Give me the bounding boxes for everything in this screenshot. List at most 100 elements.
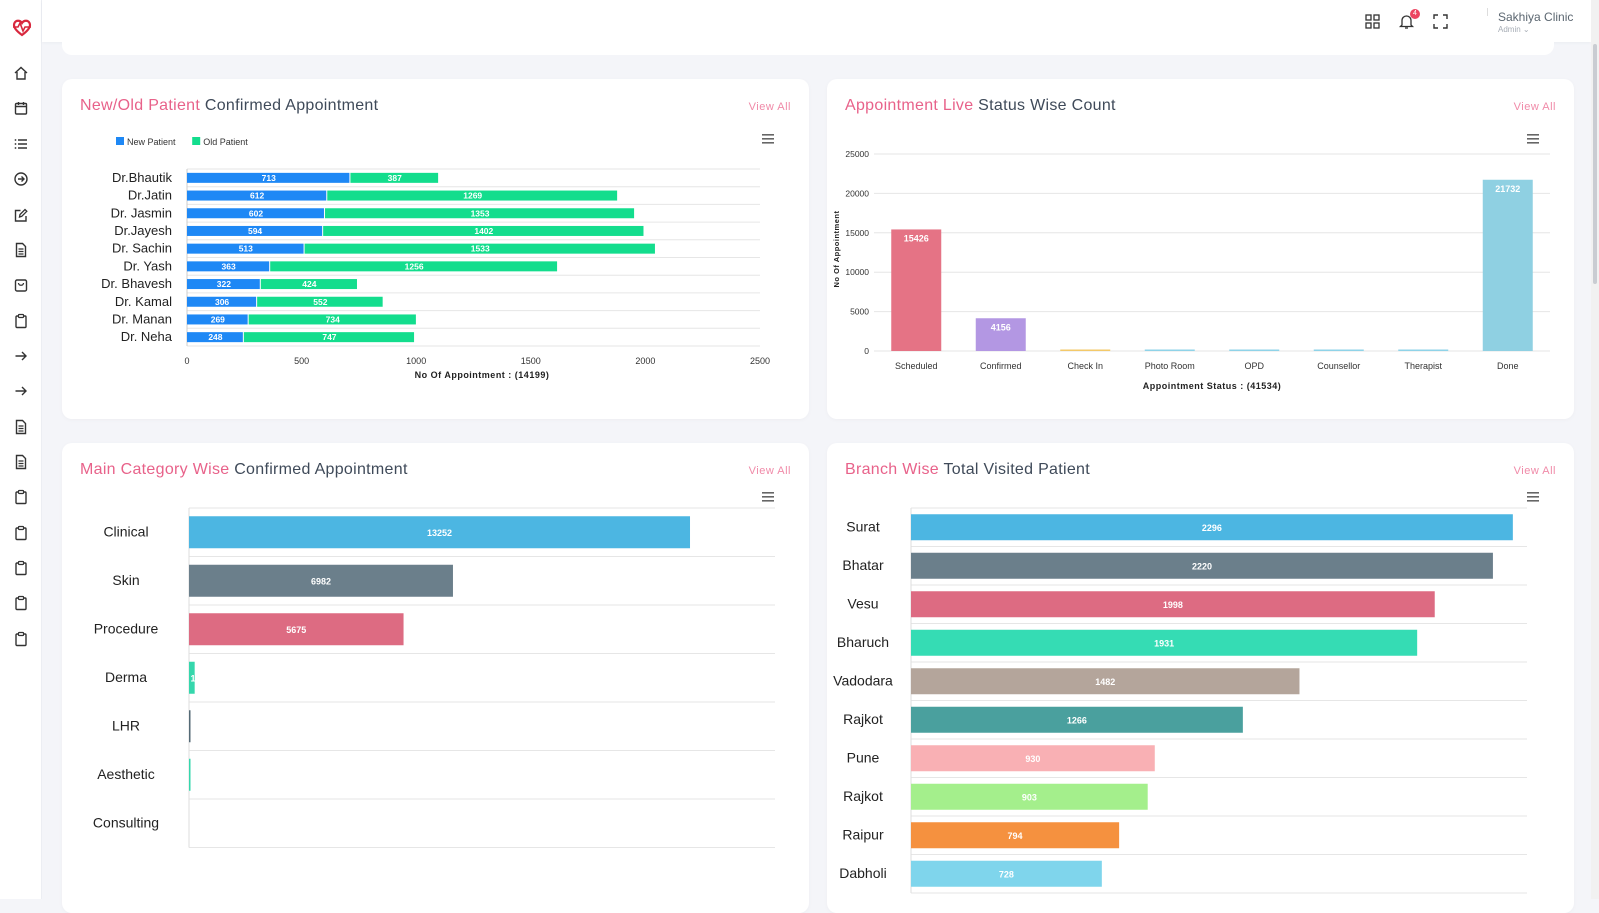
legend-label[interactable]: New Patient	[127, 137, 176, 147]
bar-segment[interactable]	[187, 243, 304, 254]
x-axis-label: Appointment Status : (41534)	[1143, 381, 1282, 391]
bar-segment[interactable]	[270, 261, 558, 272]
chart-menu-icon[interactable]	[762, 134, 774, 144]
top-card-remnant	[62, 42, 1554, 55]
grid-icon[interactable]	[1364, 13, 1381, 30]
doctor-patient-chart: New Patient Old Patient Dr.Bhautik 713 387 Dr…	[101, 134, 774, 380]
status-bar[interactable]	[891, 229, 942, 351]
branch-wise-card: Branch Wise Total Visited Patient View A…	[827, 443, 1574, 913]
bar-segment[interactable]	[257, 296, 383, 307]
x-tick-label: Scheduled	[895, 361, 938, 371]
scrollbar-thumb[interactable]	[1593, 44, 1597, 284]
chart-menu-icon[interactable]	[1527, 492, 1539, 502]
bar-segment[interactable]	[248, 314, 416, 325]
view-all-link[interactable]: View All	[748, 465, 791, 477]
sidebar	[0, 0, 42, 899]
category-label: Dabholi	[839, 865, 886, 881]
status-bar[interactable]	[1313, 349, 1364, 352]
sidebar-home-icon[interactable]	[13, 65, 29, 81]
bar-value-label: 363	[222, 261, 236, 271]
sidebar-calendar-icon[interactable]	[13, 100, 29, 116]
view-all-link[interactable]: View All	[1513, 101, 1556, 113]
sidebar-clipboard-icon[interactable]	[13, 525, 29, 541]
bar-segment[interactable]	[327, 190, 618, 201]
category-bar[interactable]	[189, 564, 453, 597]
bar-segment[interactable]	[350, 172, 439, 183]
sidebar-clipboard-icon[interactable]	[13, 560, 29, 576]
category-bar[interactable]	[911, 668, 1300, 695]
bar-value-label: 930	[1025, 754, 1040, 764]
category-bar[interactable]	[911, 860, 1102, 887]
category-label: Rajkot	[843, 711, 883, 727]
bar-segment[interactable]	[260, 279, 357, 290]
bar-segment[interactable]	[187, 208, 324, 219]
user-role[interactable]: Admin ⌄	[1498, 25, 1530, 34]
sidebar-document-icon[interactable]	[13, 419, 29, 435]
sidebar-arrow-circle-icon[interactable]	[13, 171, 29, 187]
category-bar[interactable]	[189, 758, 191, 791]
user-separator	[1487, 8, 1488, 16]
bar-segment[interactable]	[324, 208, 635, 219]
title-accent: Appointment Live	[845, 97, 974, 114]
category-bar[interactable]	[911, 745, 1155, 772]
bar-segment[interactable]	[187, 279, 260, 290]
view-all-link[interactable]: View All	[748, 101, 791, 113]
sidebar-edit-icon[interactable]	[13, 207, 29, 223]
y-tick-label: 20000	[845, 188, 869, 198]
bar-value-label: 713	[262, 173, 276, 183]
page-scrollbar[interactable]	[1591, 0, 1599, 899]
status-bar[interactable]	[1229, 349, 1280, 352]
sidebar-clipboard-icon[interactable]	[13, 313, 29, 329]
bar-segment[interactable]	[187, 332, 243, 343]
bar-value-label: 747	[322, 332, 336, 342]
category-bar[interactable]	[911, 822, 1120, 849]
status-bar[interactable]	[1060, 349, 1111, 352]
category-bar[interactable]	[911, 552, 1493, 579]
bar-segment[interactable]	[243, 332, 415, 343]
sidebar-clipboard-icon[interactable]	[13, 631, 29, 647]
status-bar[interactable]	[1144, 349, 1195, 352]
category-bar[interactable]	[911, 629, 1418, 656]
bar-segment[interactable]	[187, 296, 257, 307]
category-bar[interactable]	[189, 710, 191, 743]
status-bar[interactable]	[975, 318, 1026, 351]
sidebar-document-icon[interactable]	[13, 454, 29, 470]
status-bar[interactable]	[1482, 179, 1533, 351]
sidebar-document-icon[interactable]	[13, 242, 29, 258]
status-bar[interactable]	[1398, 349, 1449, 352]
category-bar[interactable]	[911, 783, 1148, 810]
bar-value-label: 1402	[474, 226, 493, 236]
sidebar-clipboard-icon[interactable]	[13, 595, 29, 611]
category-bar[interactable]	[911, 514, 1513, 541]
sidebar-arrow-right-icon[interactable]	[13, 348, 29, 364]
category-bar[interactable]	[189, 661, 195, 694]
bar-segment[interactable]	[304, 243, 655, 254]
chart-menu-icon[interactable]	[762, 492, 774, 502]
sidebar-list-icon[interactable]	[13, 136, 29, 152]
sidebar-clipboard-icon[interactable]	[13, 489, 29, 505]
user-name[interactable]: Sakhiya Clinic	[1498, 10, 1574, 24]
bell-icon[interactable]: 4	[1398, 9, 1420, 30]
chart-menu-icon[interactable]	[1527, 134, 1539, 144]
category-bar[interactable]	[911, 591, 1435, 618]
fullscreen-icon[interactable]	[1432, 13, 1449, 30]
bar-value-label: 1269	[463, 191, 482, 201]
category-bar[interactable]	[911, 706, 1243, 733]
category-bar[interactable]	[189, 516, 691, 549]
bar-value-label: 1266	[1067, 715, 1087, 725]
bar-segment[interactable]	[187, 172, 350, 183]
category-label: Consulting	[93, 814, 159, 830]
bar-segment[interactable]	[187, 225, 323, 236]
bar-segment[interactable]	[187, 190, 327, 201]
sidebar-arrow-right-icon[interactable]	[13, 383, 29, 399]
bar-segment[interactable]	[187, 314, 248, 325]
card-title: Main Category Wise Confirmed Appointment	[80, 461, 408, 479]
bar-segment[interactable]	[187, 261, 270, 272]
view-all-link[interactable]: View All	[1513, 465, 1556, 477]
sidebar-bag-icon[interactable]	[13, 277, 29, 293]
status-count-card: Appointment Live Status Wise Count View …	[827, 79, 1574, 419]
clinic-logo[interactable]	[11, 16, 33, 38]
bar-segment[interactable]	[323, 225, 644, 236]
category-bar[interactable]	[189, 613, 404, 646]
legend-label[interactable]: Old Patient	[203, 137, 248, 147]
